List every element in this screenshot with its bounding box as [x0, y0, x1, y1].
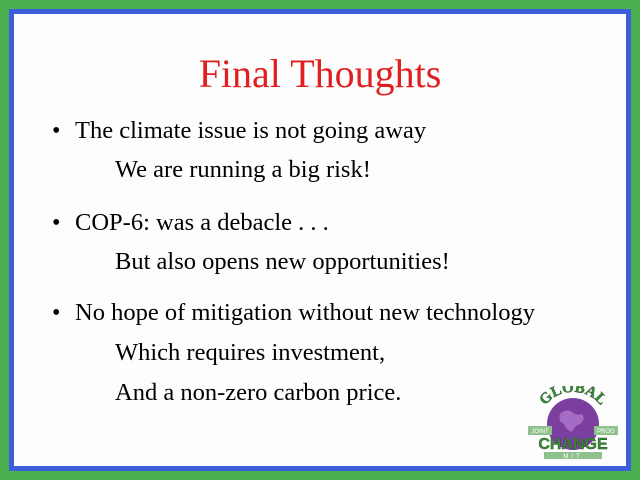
- bullet-text: COP-6: was a debacle . . .: [75, 209, 329, 236]
- logo-bottom-text: MIT: [563, 454, 582, 460]
- logo-right-tag: PROG: [597, 429, 615, 435]
- bullet-subtext: But also opens new opportunities!: [115, 248, 450, 275]
- bullet-subtext: Which requires investment,: [115, 339, 386, 366]
- slide-title: Final Thoughts: [198, 51, 442, 96]
- bullet-marker: •: [52, 300, 61, 326]
- bullet-subtext: And a non-zero carbon price.: [115, 379, 402, 406]
- bullet-text: No hope of mitigation without new techno…: [75, 299, 535, 326]
- slide-canvas: [14, 14, 626, 466]
- global-change-mit-logo: GLOBAL JOINT PROG CHANGE MIT: [528, 386, 618, 460]
- bullet-marker: •: [52, 118, 61, 144]
- bullet-text: The climate issue is not going away: [75, 117, 427, 144]
- bullet-marker: •: [52, 210, 61, 236]
- logo-left-tag: JOINT: [531, 429, 549, 435]
- bullet-subtext: We are running a big risk!: [115, 156, 371, 183]
- logo-middle-text: CHANGE: [538, 436, 608, 453]
